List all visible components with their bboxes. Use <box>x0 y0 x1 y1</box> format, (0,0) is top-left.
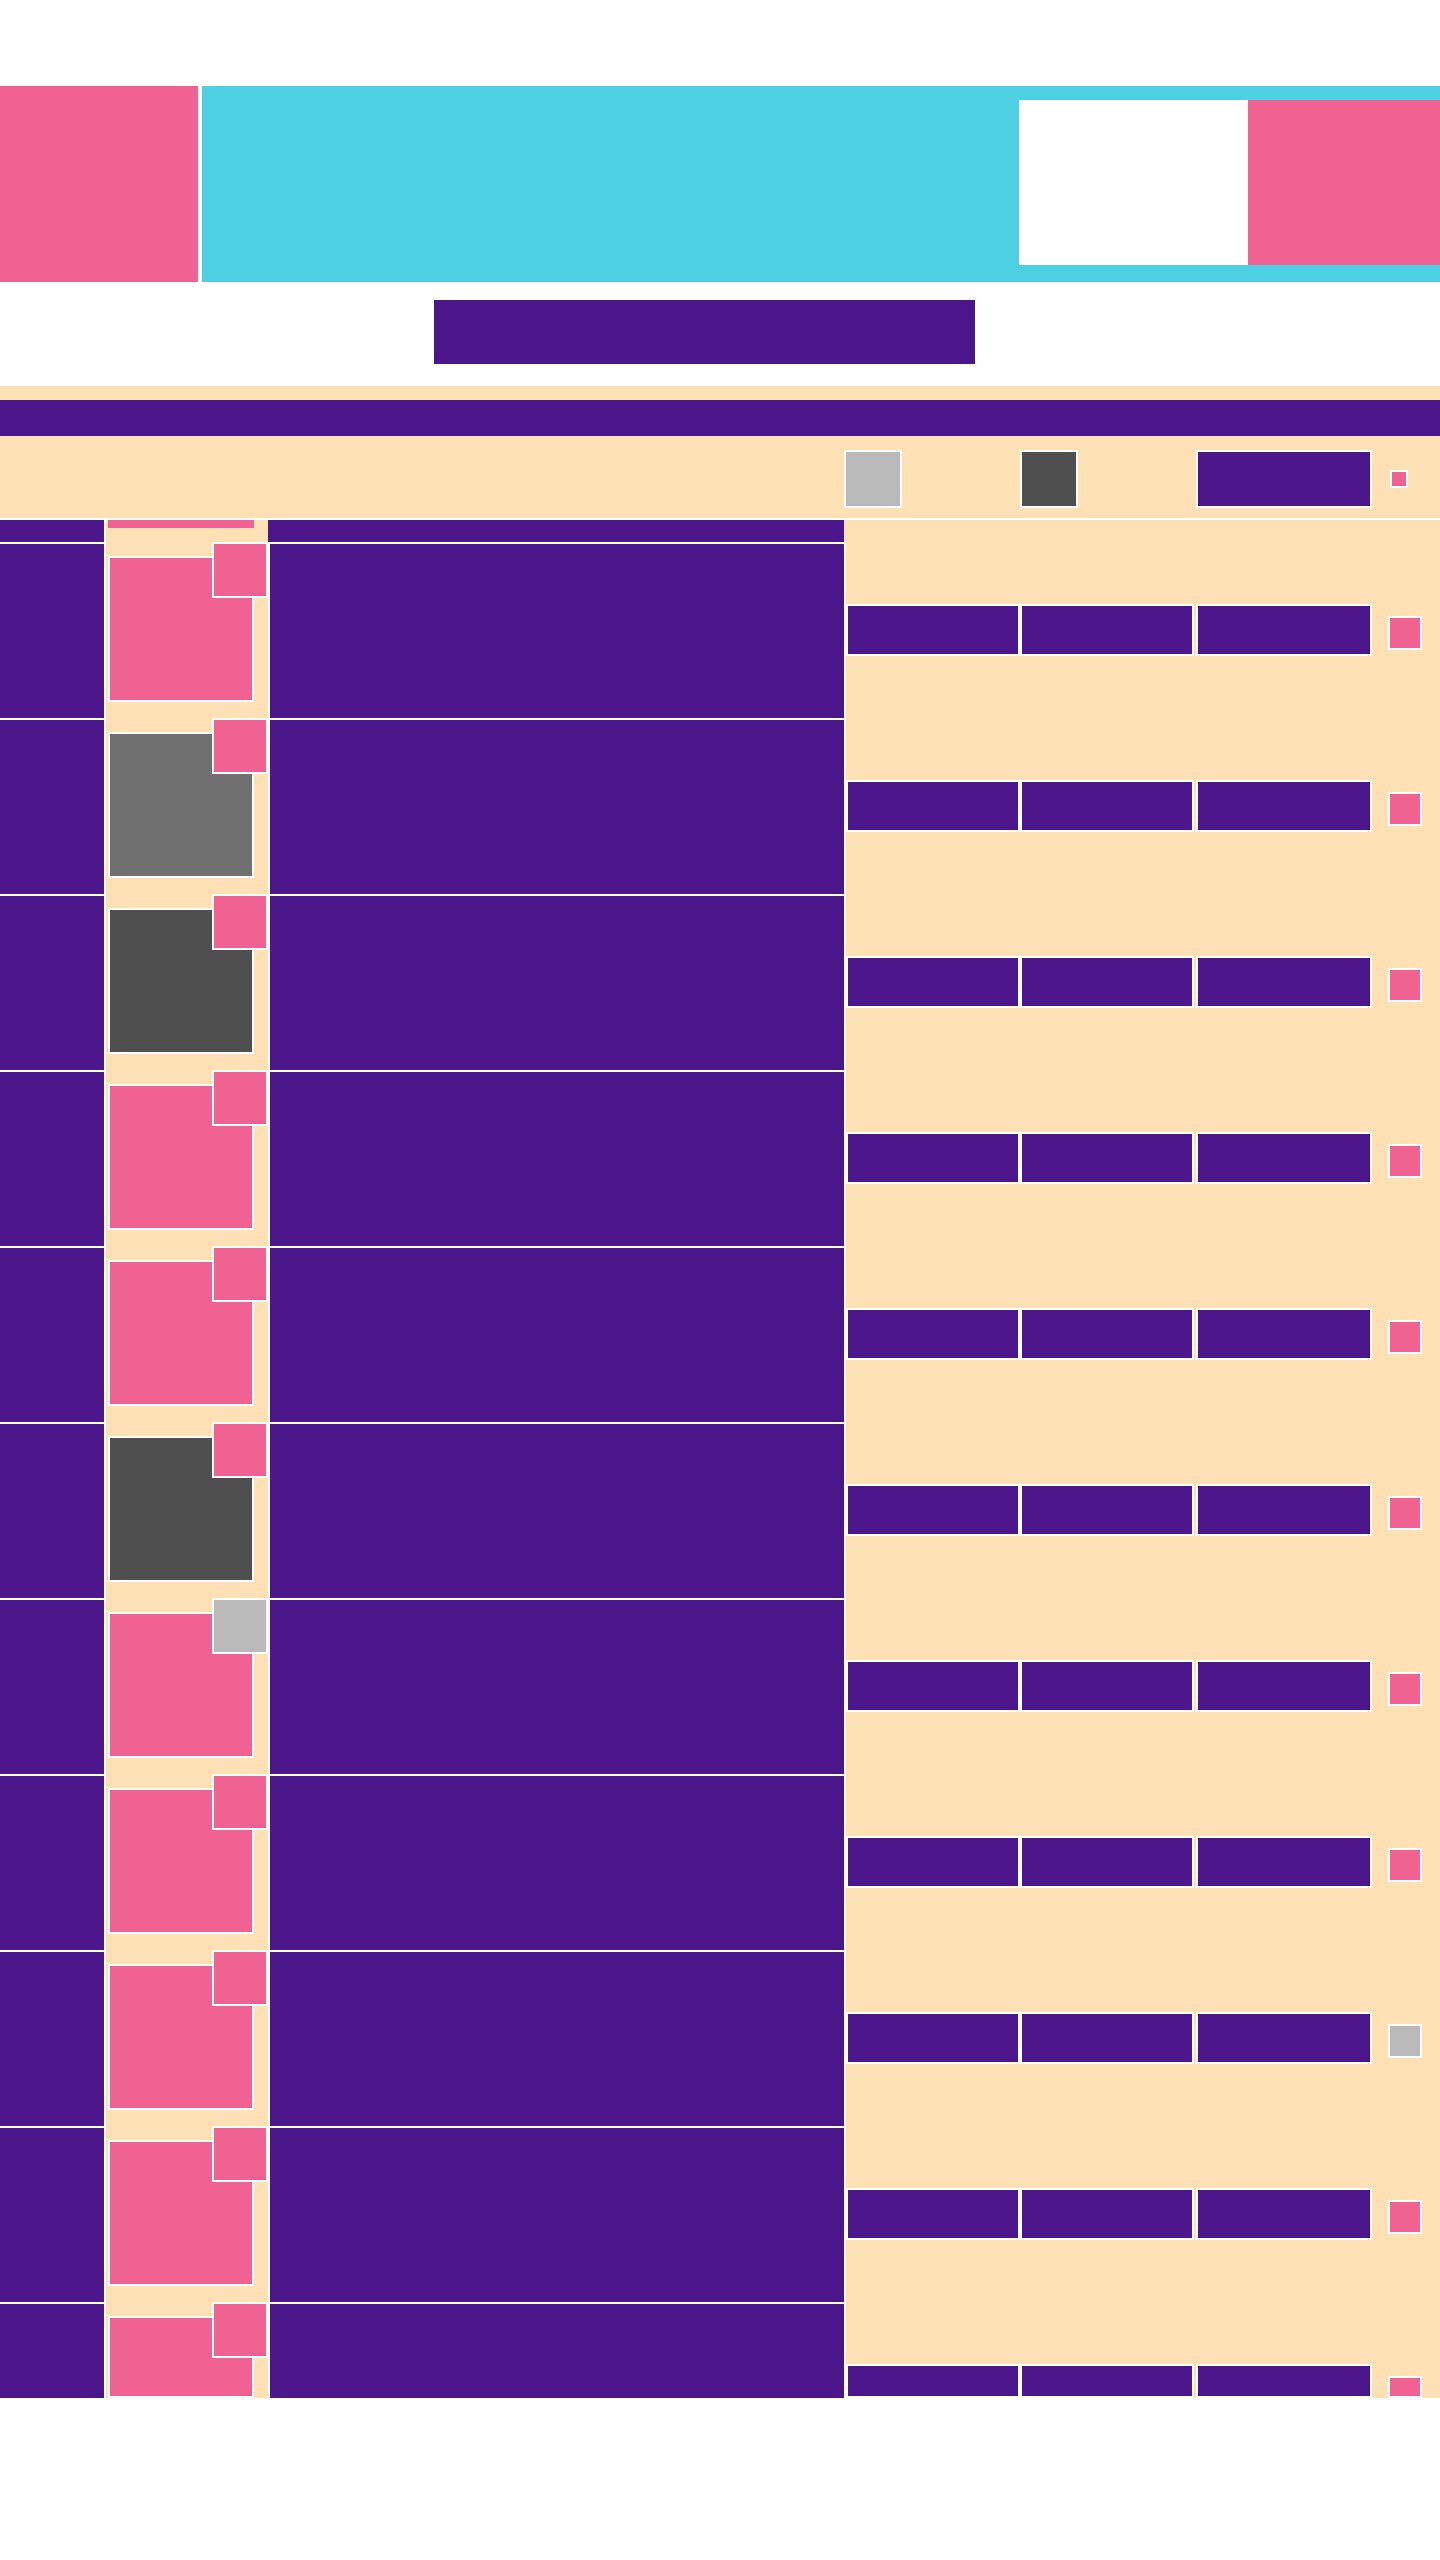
row-action-button-2[interactable] <box>1020 604 1194 656</box>
row-checkbox-icon[interactable] <box>1388 1848 1422 1882</box>
row-action-button-1[interactable] <box>846 2188 1020 2240</box>
row-badge-icon[interactable] <box>212 894 268 950</box>
row-action-button-1[interactable] <box>846 2012 1020 2064</box>
row-action-button-1[interactable] <box>846 1660 1020 1712</box>
row-checkbox-icon[interactable] <box>1388 616 1422 650</box>
row-checkbox-icon[interactable] <box>1388 1144 1422 1178</box>
row-body[interactable] <box>268 1422 846 1598</box>
row-action-button-3[interactable] <box>1196 1836 1372 1888</box>
row-index-cell <box>0 718 106 894</box>
select-all-checkbox-icon[interactable] <box>1390 470 1408 488</box>
row-checkbox-icon[interactable] <box>1388 1320 1422 1354</box>
row-action-button-3[interactable] <box>1196 2012 1372 2064</box>
row-body[interactable] <box>268 894 846 1070</box>
row-action-button-2[interactable] <box>1020 2012 1194 2064</box>
row-action-button-2[interactable] <box>1020 1308 1194 1360</box>
row-action-button-3[interactable] <box>1196 2188 1372 2240</box>
row-checkbox-icon[interactable] <box>1388 2024 1422 2058</box>
row-action-button-2[interactable] <box>1020 2188 1194 2240</box>
row-badge-icon[interactable] <box>212 542 268 598</box>
row-index-cell <box>0 894 106 1070</box>
row-action-button-3[interactable] <box>1196 604 1372 656</box>
row-badge-icon[interactable] <box>212 718 268 774</box>
row-index-cell <box>0 1070 106 1246</box>
row-index-cell <box>0 1598 106 1774</box>
row-badge-icon[interactable] <box>212 2302 268 2358</box>
row-action-button-1[interactable] <box>846 1132 1020 1184</box>
row-badge-icon[interactable] <box>212 1246 268 1302</box>
row-body[interactable] <box>268 542 846 718</box>
row-action-button-2[interactable] <box>1020 1484 1194 1536</box>
row-action-button-3[interactable] <box>1196 2364 1372 2398</box>
row-action-button-1[interactable] <box>846 604 1020 656</box>
row-checkbox-icon[interactable] <box>1388 2376 1422 2398</box>
row-action-button-2[interactable] <box>1020 956 1194 1008</box>
partial-row-thumb <box>108 520 254 528</box>
row-action-button-3[interactable] <box>1196 956 1372 1008</box>
row-index-cell <box>0 542 106 718</box>
row-action-button-2[interactable] <box>1020 2364 1194 2398</box>
row-badge-icon[interactable] <box>212 1598 268 1654</box>
row-action-button-3[interactable] <box>1196 1484 1372 1536</box>
row-index-cell <box>0 1422 106 1598</box>
row-action-button-3[interactable] <box>1196 780 1372 832</box>
filter-dark-icon[interactable] <box>1020 450 1078 508</box>
partial-row-left <box>0 520 106 542</box>
row-action-button-1[interactable] <box>846 956 1020 1008</box>
row-badge-icon[interactable] <box>212 1070 268 1126</box>
row-badge-icon[interactable] <box>212 2126 268 2182</box>
row-index-cell <box>0 1950 106 2126</box>
row-action-button-2[interactable] <box>1020 1836 1194 1888</box>
row-index-cell <box>0 1246 106 1422</box>
row-body[interactable] <box>268 2302 846 2398</box>
row-action-button-3[interactable] <box>1196 1308 1372 1360</box>
filter-light-icon[interactable] <box>844 450 902 508</box>
row-body[interactable] <box>268 1950 846 2126</box>
row-checkbox-icon[interactable] <box>1388 792 1422 826</box>
row-index-cell <box>0 1774 106 1950</box>
row-action-button-1[interactable] <box>846 2364 1020 2398</box>
row-body[interactable] <box>268 1774 846 1950</box>
logo-block-icon[interactable] <box>0 86 198 282</box>
profile-block-icon[interactable] <box>1248 100 1440 265</box>
row-checkbox-icon[interactable] <box>1388 1496 1422 1530</box>
row-badge-icon[interactable] <box>212 1422 268 1478</box>
row-action-button-1[interactable] <box>846 1484 1020 1536</box>
row-action-button-1[interactable] <box>846 1836 1020 1888</box>
row-action-button-2[interactable] <box>1020 780 1194 832</box>
row-checkbox-icon[interactable] <box>1388 1672 1422 1706</box>
row-badge-icon[interactable] <box>212 1950 268 2006</box>
row-action-button-1[interactable] <box>846 1308 1020 1360</box>
row-index-cell <box>0 2302 106 2398</box>
row-body[interactable] <box>268 718 846 894</box>
row-body[interactable] <box>268 1598 846 1774</box>
list-header-bar <box>0 400 1440 436</box>
row-index-cell <box>0 2126 106 2302</box>
row-action-button-2[interactable] <box>1020 1660 1194 1712</box>
row-checkbox-icon[interactable] <box>1388 968 1422 1002</box>
row-checkbox-icon[interactable] <box>1388 2200 1422 2234</box>
search-field[interactable] <box>1019 100 1248 265</box>
row-action-button-1[interactable] <box>846 780 1020 832</box>
toolbar-divider <box>0 518 1440 520</box>
row-action-button-2[interactable] <box>1020 1132 1194 1184</box>
row-body[interactable] <box>268 2126 846 2302</box>
page-title <box>434 300 975 364</box>
row-action-button-3[interactable] <box>1196 1132 1372 1184</box>
row-badge-icon[interactable] <box>212 1774 268 1830</box>
row-action-button-3[interactable] <box>1196 1660 1372 1712</box>
toolbar-action-button[interactable] <box>1196 450 1372 508</box>
row-body[interactable] <box>268 1246 846 1422</box>
row-body[interactable] <box>268 1070 846 1246</box>
partial-row-body <box>268 520 844 542</box>
